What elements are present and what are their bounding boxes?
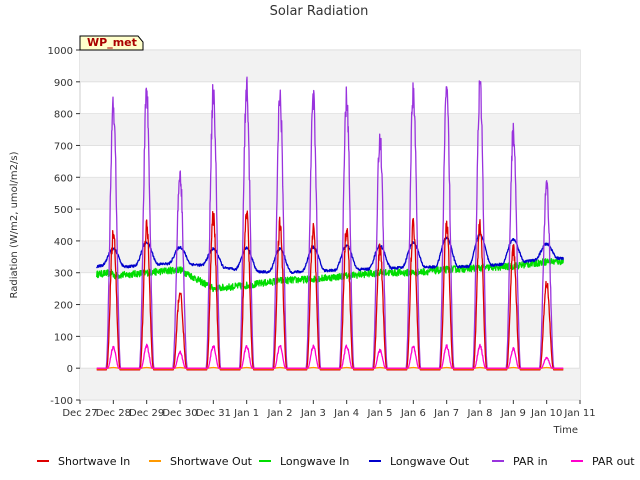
x-tick-label: Jan 5 <box>367 408 393 419</box>
x-tick-label: Jan 7 <box>433 408 459 419</box>
x-tick-label: Jan 8 <box>467 408 493 419</box>
series-line-par-out <box>96 343 564 369</box>
y-tick-label: 500 <box>54 205 73 216</box>
y-tick-label: 700 <box>54 141 73 152</box>
plot-area <box>79 49 581 401</box>
x-tick-label: Jan 2 <box>267 408 293 419</box>
x-tick-label: Dec 31 <box>196 408 231 419</box>
x-tick-label: Jan 3 <box>300 408 326 419</box>
y-tick-label: 400 <box>54 237 73 248</box>
legend-item: Longwave In <box>259 455 349 468</box>
grid-band <box>80 304 580 337</box>
series-line-longwave-in <box>96 258 564 293</box>
x-axis-title: Time <box>553 425 578 436</box>
y-tick-label: 0 <box>67 364 73 375</box>
chart-title: Solar Radiation <box>270 4 369 19</box>
y-tick-label: 200 <box>54 301 73 312</box>
legend-label: Shortwave In <box>58 455 130 468</box>
y-axis-title: Radiation (W/m2, umol/m2/s) <box>9 151 20 298</box>
grid-band <box>80 113 580 146</box>
grid-bands <box>80 50 580 400</box>
y-tick-label: -100 <box>50 396 73 407</box>
y-tick-label: 900 <box>54 78 73 89</box>
x-tick-label: Jan 6 <box>400 408 426 419</box>
x-tick-label: Jan 10 <box>530 408 562 419</box>
legend-item: Longwave Out <box>369 455 470 468</box>
site-badge: WP_met <box>79 35 144 51</box>
x-tick-label: Jan 1 <box>233 408 259 419</box>
y-tick-label: 800 <box>54 110 73 121</box>
x-tick-label: Jan 11 <box>563 408 595 419</box>
y-axis: -100 0 100 200 300 400 500 600 700 800 900 1000 <box>48 46 80 407</box>
y-tick-label: 1000 <box>48 46 73 57</box>
grid-band <box>80 177 580 210</box>
x-tick-label: Dec 29 <box>129 408 164 419</box>
series-line-shortwave-in <box>96 210 564 371</box>
legend-label: PAR out <box>592 455 635 468</box>
grid-band <box>80 50 580 82</box>
x-tick-label: Dec 30 <box>162 408 197 419</box>
legend-label: PAR in <box>513 455 548 468</box>
legend-label: Shortwave Out <box>170 455 253 468</box>
legend-label: Longwave In <box>280 455 349 468</box>
x-tick-label: Jan 9 <box>500 408 526 419</box>
legend: Shortwave In Shortwave Out Longwave In Long… <box>37 455 635 468</box>
series-line-longwave-out <box>96 233 564 274</box>
gridlines <box>80 49 580 401</box>
legend-label: Longwave Out <box>390 455 470 468</box>
legend-item: Shortwave In <box>37 455 130 468</box>
legend-item: PAR in <box>492 455 548 468</box>
site-badge-label: WP_met <box>87 36 137 49</box>
y-tick-label: 600 <box>54 173 73 184</box>
y-tick-label: 300 <box>54 269 73 280</box>
series-layer <box>96 76 564 371</box>
x-tick-label: Dec 27 <box>62 408 97 419</box>
x-tick-label: Jan 4 <box>333 408 359 419</box>
grid-band <box>80 368 580 400</box>
y-tick-label: 100 <box>54 332 73 343</box>
legend-item: Shortwave Out <box>149 455 253 468</box>
legend-item: PAR out <box>571 455 635 468</box>
x-tick-label: Dec 28 <box>96 408 131 419</box>
